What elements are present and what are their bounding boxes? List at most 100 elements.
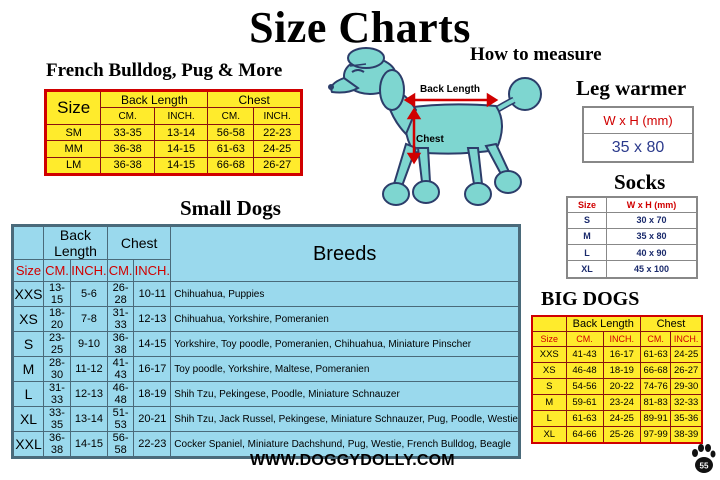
size-cell: LM bbox=[44, 156, 102, 175]
table-row: XL 45 x 100 bbox=[566, 260, 698, 279]
chest-cm-cell: 66-68 bbox=[207, 156, 255, 175]
socks-value-cell: 35 x 80 bbox=[606, 227, 698, 246]
table-row: S 54-56 20-22 74-76 29-30 bbox=[531, 377, 703, 395]
size-cell: XL bbox=[11, 406, 45, 432]
leg-pompom bbox=[464, 182, 492, 206]
size-header: Size bbox=[566, 196, 607, 213]
table-row: MM 36-38 14-15 61-63 24-25 bbox=[44, 140, 302, 158]
back-length-inch-cell: 7-8 bbox=[69, 306, 108, 332]
inch-header: INCH. bbox=[670, 330, 703, 347]
table-row: XS 18-20 7-8 31-33 12-13 Chihuahua, York… bbox=[11, 306, 520, 332]
size-cell: XXS bbox=[11, 281, 45, 307]
poodle-nose bbox=[328, 84, 334, 90]
chest-cm-cell: 51-53 bbox=[106, 406, 135, 432]
chest-cm-cell: 56-58 bbox=[207, 123, 255, 142]
chest-header: Chest bbox=[207, 90, 302, 108]
chest-inch-cell: 12-13 bbox=[133, 306, 172, 332]
socks-dimension-header: W x H (mm) bbox=[606, 196, 698, 213]
cm-header: CM. bbox=[639, 330, 672, 347]
table-row: XXL 36-38 14-15 56-58 22-23 Cocker Spani… bbox=[11, 431, 520, 458]
size-cell: L bbox=[566, 244, 607, 262]
size-cell: XXS bbox=[531, 345, 567, 363]
back-length-cm-cell: 36-38 bbox=[100, 156, 155, 175]
chest-label: Chest bbox=[416, 134, 444, 145]
chest-inch-cell: 26-27 bbox=[253, 156, 302, 175]
poodle-eyelash bbox=[349, 63, 367, 67]
back-length-inch-cell: 13-14 bbox=[153, 123, 209, 142]
poodle-measurement-diagram bbox=[328, 47, 542, 206]
socks-heading: Socks bbox=[614, 170, 666, 194]
table-row: S 30 x 70 bbox=[566, 211, 698, 229]
socks-value-cell: 40 x 90 bbox=[606, 244, 698, 262]
table-row: XL 64-66 25-26 97-99 38-39 bbox=[531, 425, 703, 444]
table-row: LM 36-38 14-15 66-68 26-27 bbox=[44, 156, 302, 175]
chest-inch-cell: 24-25 bbox=[253, 140, 302, 158]
leg-warmer-value: 35 x 80 bbox=[582, 133, 694, 163]
breeds-cell: Toy poodle, Yorkshire, Maltese, Pomerani… bbox=[170, 356, 520, 382]
back-length-header: Back Length bbox=[100, 90, 209, 108]
chest-cm-cell: 66-68 bbox=[639, 361, 672, 379]
size-cell: S bbox=[566, 211, 607, 229]
back-length-cm-cell: 54-56 bbox=[565, 377, 604, 395]
back-length-header: Back Length bbox=[565, 315, 641, 332]
leg-warmer-dimension-header: W x H (mm) bbox=[582, 106, 694, 134]
leg-pompom bbox=[412, 180, 440, 204]
back-length-cm-cell: 18-20 bbox=[43, 306, 71, 332]
chest-header: Chest bbox=[639, 315, 703, 332]
blank-header-cell bbox=[11, 225, 45, 260]
inch-header: INCH. bbox=[602, 330, 641, 347]
back-length-inch-cell: 25-26 bbox=[602, 425, 641, 444]
chest-cm-cell: 41-43 bbox=[106, 356, 135, 382]
back-length-inch-cell: 5-6 bbox=[69, 281, 108, 307]
cm-header: CM. bbox=[565, 330, 604, 347]
back-length-cm-cell: 46-48 bbox=[565, 361, 604, 379]
paw-print-icon: 55 bbox=[692, 444, 716, 473]
back-length-inch-cell: 18-19 bbox=[602, 361, 641, 379]
chest-cm-cell: 46-48 bbox=[106, 381, 135, 407]
inch-header: INCH. bbox=[253, 107, 302, 125]
chest-cm-cell: 36-38 bbox=[106, 331, 135, 357]
website-url[interactable]: WWW.DOGGYDOLLY.COM bbox=[250, 452, 455, 469]
chest-inch-cell: 14-15 bbox=[133, 331, 172, 357]
back-length-cm-cell: 23-25 bbox=[43, 331, 71, 357]
chest-inch-cell: 18-19 bbox=[133, 381, 172, 407]
cm-header: CM. bbox=[106, 259, 135, 282]
breeds-cell: Chihuahua, Yorkshire, Pomeranien bbox=[170, 306, 520, 332]
french-size-table: Size Back Length Chest CM. INCH. CM. INC… bbox=[44, 89, 303, 176]
cm-header: CM. bbox=[100, 107, 155, 125]
table-row: XXS 13-15 5-6 26-28 10-11 Chihuahua, Pup… bbox=[11, 281, 520, 307]
chest-cm-cell: 26-28 bbox=[106, 281, 135, 307]
table-row: M 28-30 11-12 41-43 16-17 Toy poodle, Yo… bbox=[11, 356, 520, 382]
size-cell: XXL bbox=[11, 431, 45, 458]
table-row: XXS 41-43 16-17 61-63 24-25 bbox=[531, 345, 703, 363]
leg-pompom bbox=[382, 182, 410, 206]
blank-header-cell bbox=[531, 315, 567, 332]
table-row: M 59-61 23-24 81-83 32-33 bbox=[531, 393, 703, 411]
socks-value-cell: 45 x 100 bbox=[606, 260, 698, 279]
chest-inch-cell: 35-36 bbox=[670, 409, 703, 427]
table-row: M 35 x 80 bbox=[566, 227, 698, 246]
chest-inch-cell: 24-25 bbox=[670, 345, 703, 363]
back-length-cm-cell: 41-43 bbox=[565, 345, 604, 363]
poodle-snout bbox=[330, 76, 360, 94]
size-cell: L bbox=[11, 381, 45, 407]
leg-pompom bbox=[494, 170, 522, 194]
back-length-cm-cell: 64-66 bbox=[565, 425, 604, 444]
table-row: L 31-33 12-13 46-48 18-19 Shih Tzu, Peki… bbox=[11, 381, 520, 407]
back-length-cm-cell: 36-38 bbox=[100, 140, 155, 158]
back-length-cm-cell: 28-30 bbox=[43, 356, 71, 382]
chest-inch-cell: 29-30 bbox=[670, 377, 703, 395]
arrow-head bbox=[403, 92, 416, 108]
breeds-cell: Yorkshire, Toy poodle, Pomeranien, Chihu… bbox=[170, 331, 520, 357]
big-dogs-table: Back Length Chest Size CM. INCH. CM. INC… bbox=[531, 315, 703, 444]
leg bbox=[466, 147, 484, 185]
size-cell: S bbox=[11, 331, 45, 357]
french-heading: French Bulldog, Pug & More bbox=[46, 60, 283, 81]
leg bbox=[392, 142, 418, 188]
back-length-inch-cell: 14-15 bbox=[69, 431, 108, 458]
back-length-inch-cell: 12-13 bbox=[69, 381, 108, 407]
back-length-label: Back Length bbox=[420, 84, 481, 95]
page-title: Size Charts bbox=[249, 3, 471, 52]
inch-header: INCH. bbox=[153, 107, 209, 125]
chest-inch-cell: 22-23 bbox=[253, 123, 302, 142]
